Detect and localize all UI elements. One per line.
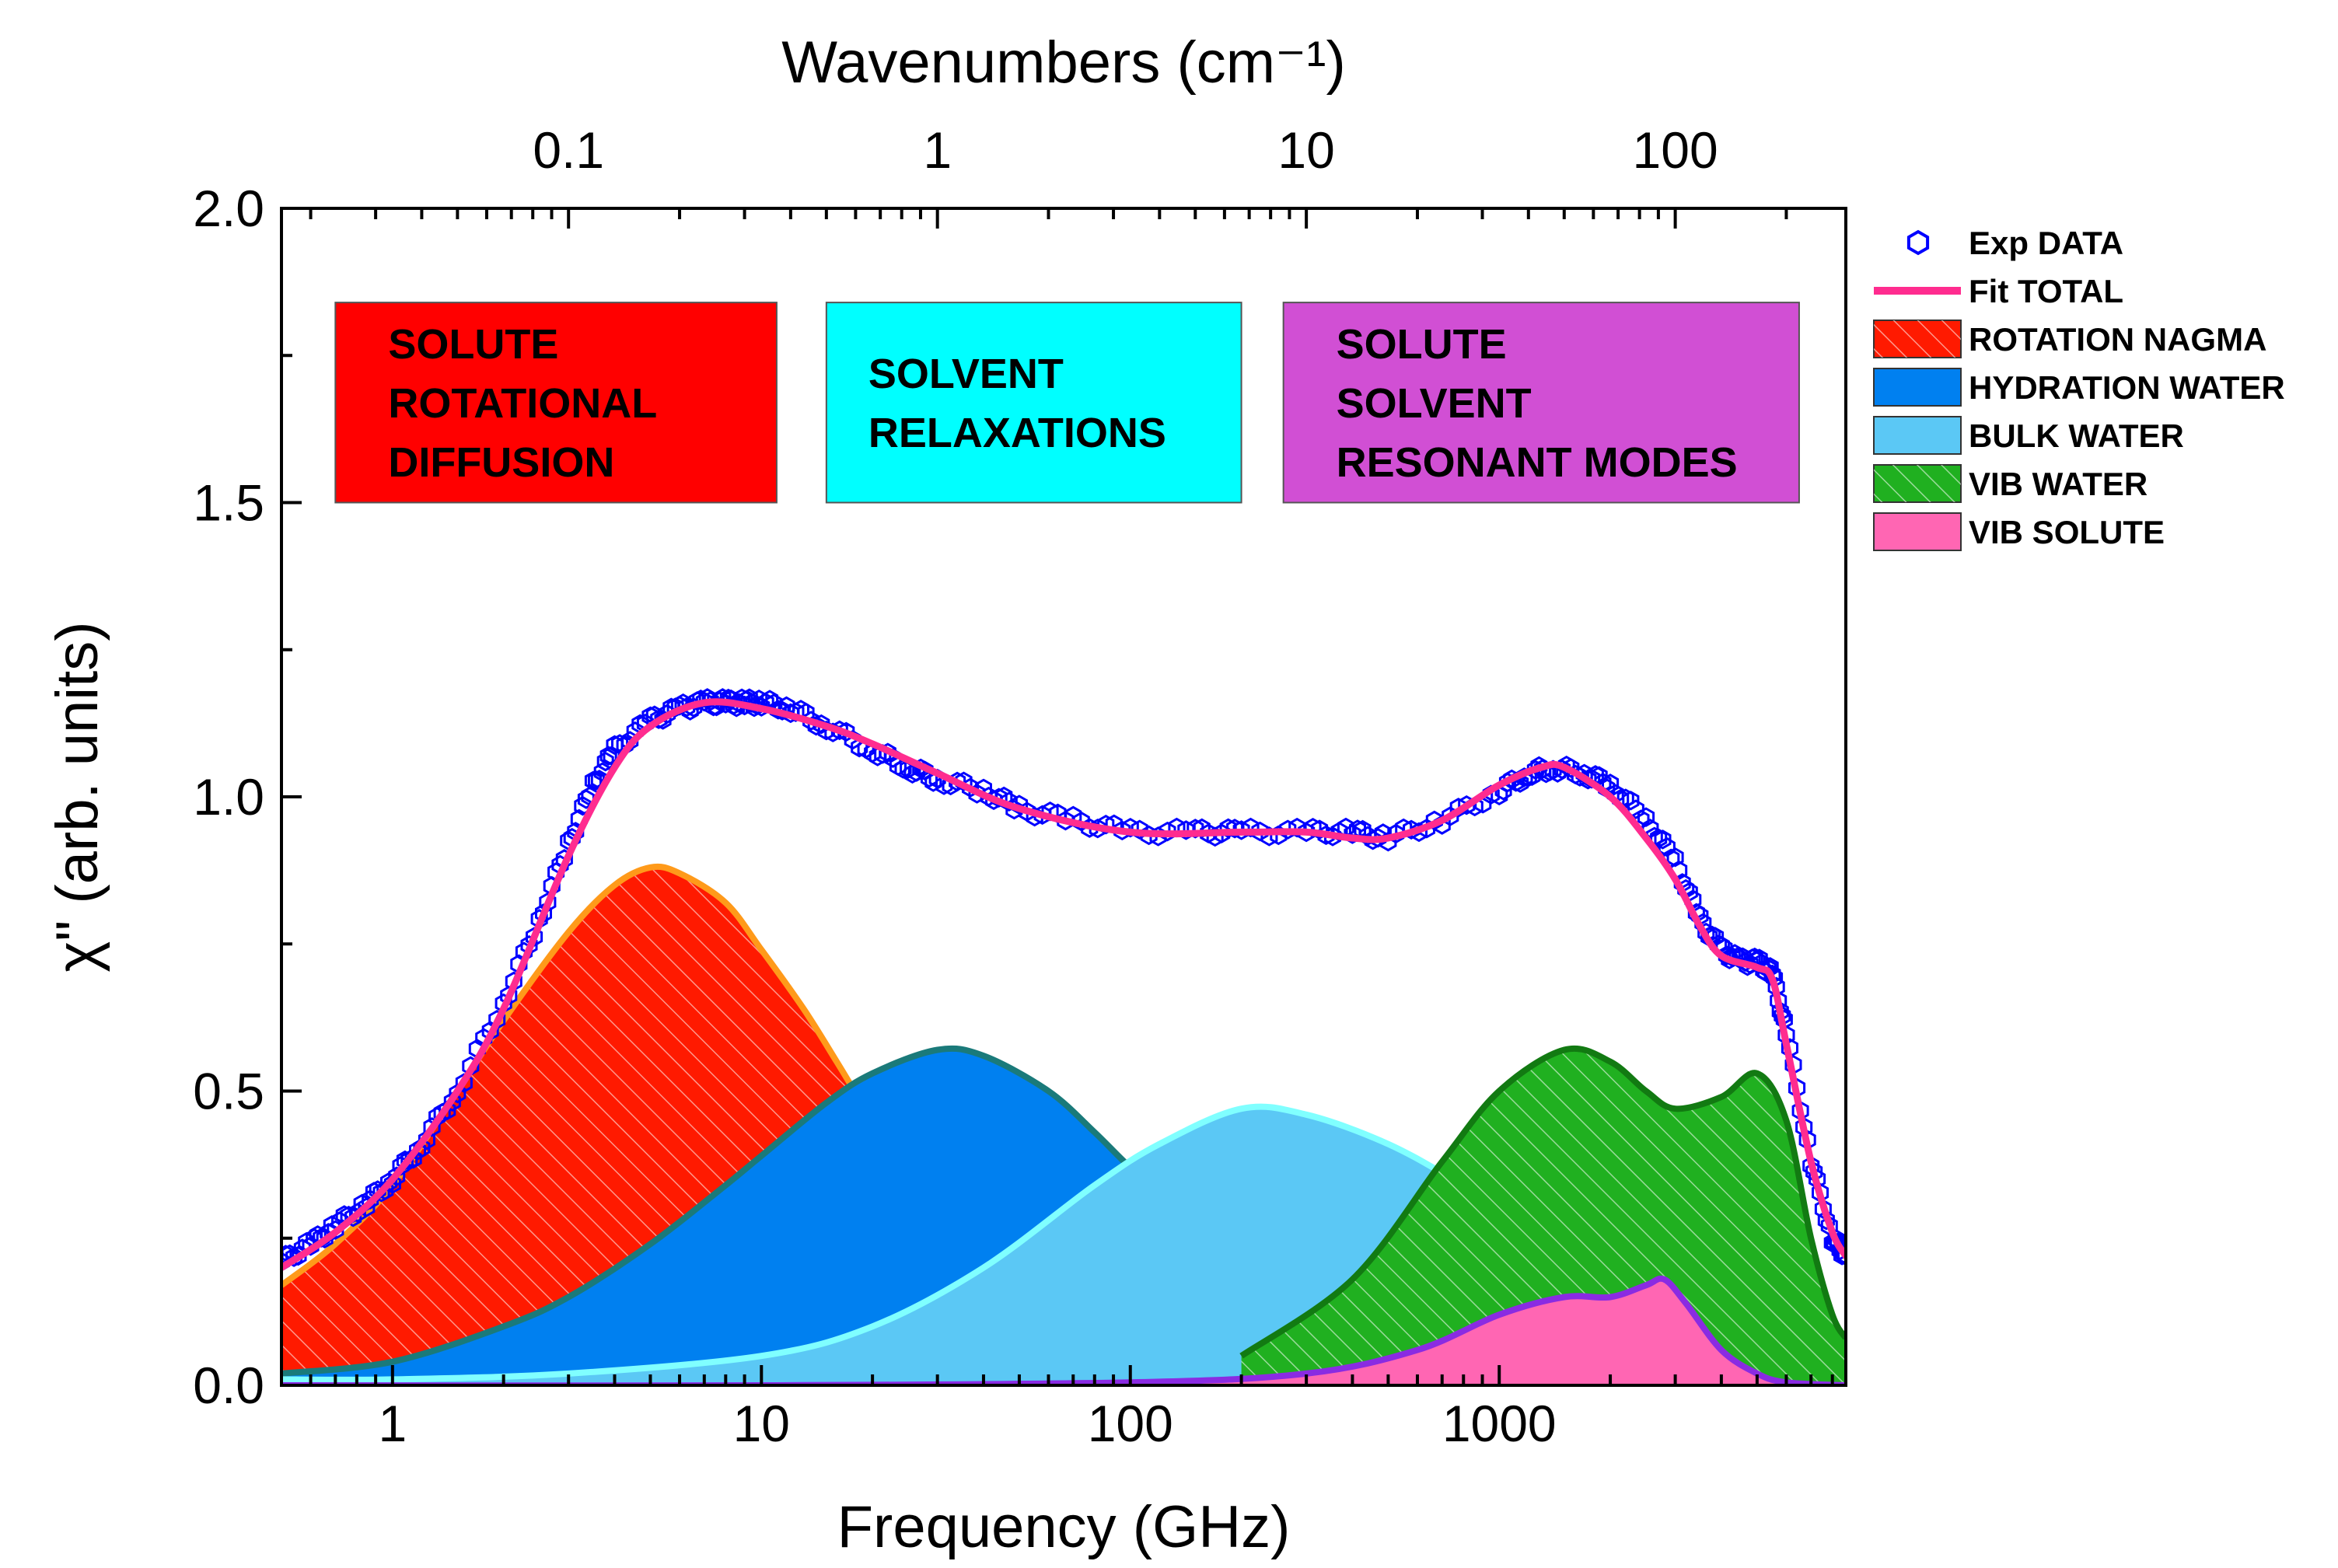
x-tick-label: 10 [733,1395,790,1452]
exp-data-point [714,688,732,708]
region-label-line: RELAXATIONS [868,410,1166,456]
top-tick-label: 100 [1633,121,1718,179]
y-tick-label: 0.0 [193,1357,264,1414]
exp-data-point [574,795,592,816]
vib-water-outline [1239,1045,1846,1359]
exp-data-point [418,1130,435,1151]
region-label-line: SOLVENT [1337,380,1532,427]
top-tick-label: 1 [923,121,952,179]
exp-data-point [1814,1199,1832,1220]
legend: Exp DATA Fit TOTAL ROTATION NAGMA HYDRATION… [1873,225,2285,551]
axes: 1 10 100 1000 0.1 1 10 100 0.0 0.5 1.0 1.5 2.0 [193,121,1834,1452]
legend-label-fit-total: Fit TOTAL [1969,273,2123,309]
exp-data-point [596,751,614,772]
exp-data-point [439,1100,456,1121]
x-axis-title: Frequency (GHz) [837,1494,1291,1560]
y-tick-label: 2.0 [193,180,264,237]
y-tick-label: 1.5 [193,474,264,532]
exp-data-point [400,1150,418,1171]
region-box-2 [825,302,1242,504]
x-tick-label: 100 [1088,1395,1173,1452]
exp-data-point [1627,799,1644,819]
exp-data-point [1298,822,1316,843]
exp-data-point [1654,829,1672,850]
region-label-line: ROTATIONAL [388,380,657,427]
exp-data-point [449,1083,467,1104]
exp-data-point [1637,807,1655,827]
exp-data-point [1482,784,1500,805]
exp-data-point [1279,819,1297,840]
exp-data-point [443,1091,461,1112]
region-label-line: DIFFUSION [388,439,614,486]
y-tick-label: 0.5 [193,1063,264,1120]
exp-data-point [1741,954,1759,974]
exp-data-point [787,702,805,722]
exp-data-point [1159,821,1176,842]
exp-data-point [1330,821,1348,842]
x-tick-label: 1000 [1442,1395,1557,1452]
exp-data-point [1131,819,1148,840]
exp-data-point [376,1180,394,1200]
legend-label-rotation-nagma: ROTATION NAGMA [1969,321,2266,358]
exp-data-point [1232,820,1250,840]
legend-label-vib-solute: VIB SOLUTE [1969,514,2165,550]
exp-data-point [1602,774,1620,794]
vib-water-hatch [1241,1048,1846,1385]
exp-data-point [584,770,602,791]
legend-vib-water-hatch [1874,465,1961,502]
exp-data-point [753,697,771,717]
exp-data-point [1723,947,1741,967]
exp-data-point [587,770,605,791]
legend-bulk-water-swatch [1873,416,1962,455]
series-layer [281,688,1846,1385]
legend-label-bulk-water: BULK WATER [1969,417,2184,454]
exp-data-point [1622,791,1640,811]
top-tick-label: 0.1 [533,121,604,179]
legend-label-exp-data: Exp DATA [1969,225,2123,261]
region-label-line: SOLUTE [1337,321,1507,368]
region-box-1 [334,302,778,504]
exp-data-point [1186,819,1204,839]
exp-data-point [404,1148,422,1169]
exp-data-point [701,691,719,711]
exp-data-point [1304,817,1322,838]
region-label-line: SOLVENT [868,351,1064,397]
legend-label-hydration-water: HYDRATION WATER [1969,369,2285,406]
y-tick-label: 1.0 [193,768,264,826]
exp-data-point [1817,1210,1835,1231]
exp-data-point [769,700,787,720]
exp-data-point [383,1174,401,1194]
region-box-3 [1282,302,1800,504]
exp-data-point [1666,847,1684,868]
exp-data-point [455,1073,473,1093]
exp-data-point [666,697,684,718]
exp-data-point [1344,824,1361,844]
exp-data-point [577,789,595,809]
region-label-line: RESONANT MODES [1337,439,1738,486]
exp-data-point [903,763,921,784]
legend-exp-data-marker [1906,229,1930,256]
top-axis-title: Wavenumbers (cm⁻¹) [781,30,1346,96]
exp-data-point [1097,814,1115,835]
exp-data-point [1833,1245,1846,1266]
vib-solute-area [281,1278,1846,1385]
legend-vib-solute-swatch [1873,512,1962,551]
fit-total-line [281,698,1846,1272]
y-axis-title: χ" (arb. units) [44,621,110,972]
legend-label-vib-water: VIB WATER [1969,466,2148,502]
legend-rotation-nagma-hatch [1874,320,1961,358]
exp-data-point [281,1252,290,1272]
region-label-line: SOLUTE [388,321,558,368]
exp-data-point [413,1137,431,1158]
legend-hydration-water-swatch [1873,368,1962,407]
x-tick-label: 1 [378,1395,407,1452]
exp-data-point [1251,821,1269,842]
top-tick-label: 10 [1277,121,1334,179]
exp-data-point [1113,820,1131,841]
region-boxes: SOLUTE ROTATIONAL DIFFUSION SOLVENT RELAXATI… [334,302,1800,504]
exp-data-point [611,734,629,754]
